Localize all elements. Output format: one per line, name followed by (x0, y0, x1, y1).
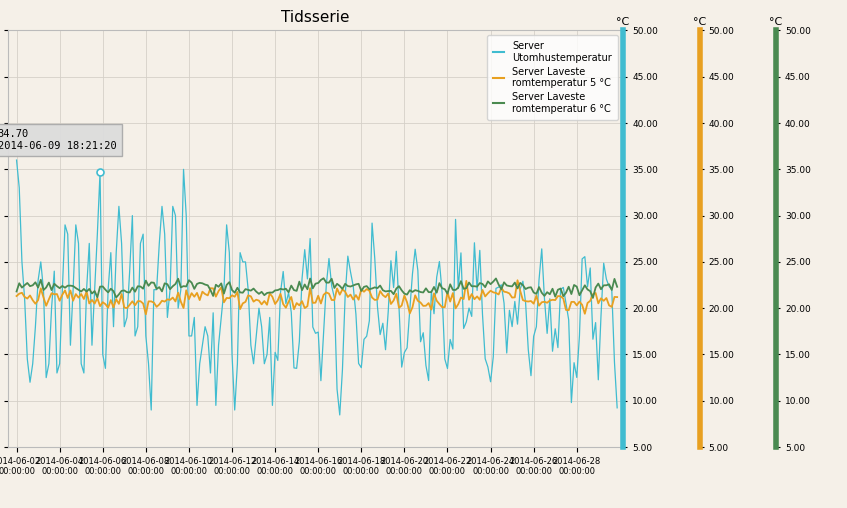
Title: °C: °C (769, 17, 782, 27)
Title: °C: °C (693, 17, 706, 27)
Legend: Server
Utomhustemperatur, Server Laveste
romtemperatur 5 °C, Server Laveste
romt: Server Utomhustemperatur, Server Laveste… (487, 36, 617, 119)
Title: Tidsserie: Tidsserie (281, 10, 350, 25)
Title: °C: °C (617, 17, 629, 27)
Text: 34.70
2014-06-09 18:21:20: 34.70 2014-06-09 18:21:20 (0, 130, 116, 151)
